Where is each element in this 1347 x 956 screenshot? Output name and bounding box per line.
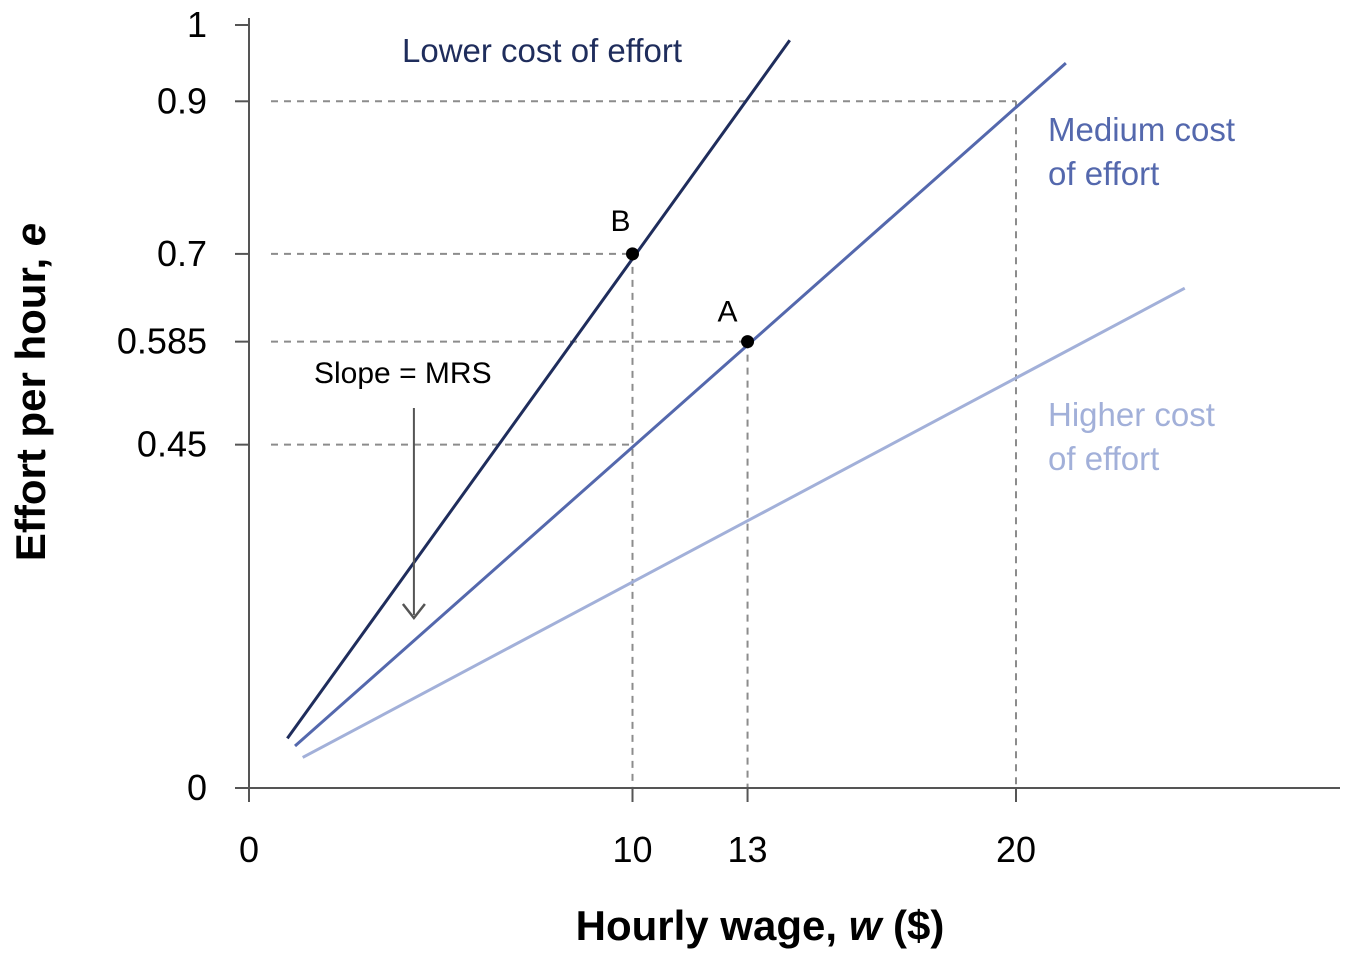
y-tick-label: 1 bbox=[187, 4, 207, 45]
series-line bbox=[294, 62, 1067, 748]
slope-arrow-head bbox=[401, 603, 426, 621]
y-tick-label: 0.45 bbox=[137, 424, 207, 465]
x-tick-label: 20 bbox=[996, 829, 1036, 870]
y-tick-label: 0.7 bbox=[157, 233, 207, 274]
ticks: 0 10 13 20 0 0.45 0.585 0.7 0.9 1 bbox=[117, 4, 1036, 870]
series-lines bbox=[286, 39, 1186, 759]
series-label: Lower cost of effort bbox=[402, 32, 682, 69]
data-point bbox=[626, 247, 639, 261]
series-labels: Lower cost of effort Medium cost of effort… bbox=[402, 32, 1235, 477]
data-points: BA bbox=[610, 205, 755, 349]
series-label: Higher cost bbox=[1048, 396, 1215, 433]
point-label: B bbox=[610, 205, 630, 238]
axes bbox=[248, 18, 1340, 789]
x-tick-label: 10 bbox=[612, 829, 652, 870]
y-tick-label: 0.9 bbox=[157, 80, 207, 121]
x-axis-title: Hourly wage, w ($) bbox=[576, 902, 945, 949]
y-axis-title: Effort per hour, e bbox=[7, 223, 54, 561]
x-tick-label: 0 bbox=[239, 829, 259, 870]
y-tick-label: 0.585 bbox=[117, 321, 207, 362]
x-tick-label: 13 bbox=[728, 829, 768, 870]
annotation: Slope = MRS bbox=[314, 357, 492, 621]
series-label: Medium cost bbox=[1048, 111, 1235, 148]
series-line bbox=[286, 39, 791, 740]
series-line bbox=[301, 286, 1186, 759]
series-label: of effort bbox=[1048, 155, 1159, 192]
data-point bbox=[741, 335, 755, 349]
series-label: of effort bbox=[1048, 440, 1159, 477]
slope-annotation: Slope = MRS bbox=[314, 357, 492, 390]
reference-lines bbox=[271, 100, 1017, 788]
y-tick-label: 0 bbox=[187, 767, 207, 808]
point-label: A bbox=[718, 296, 738, 329]
